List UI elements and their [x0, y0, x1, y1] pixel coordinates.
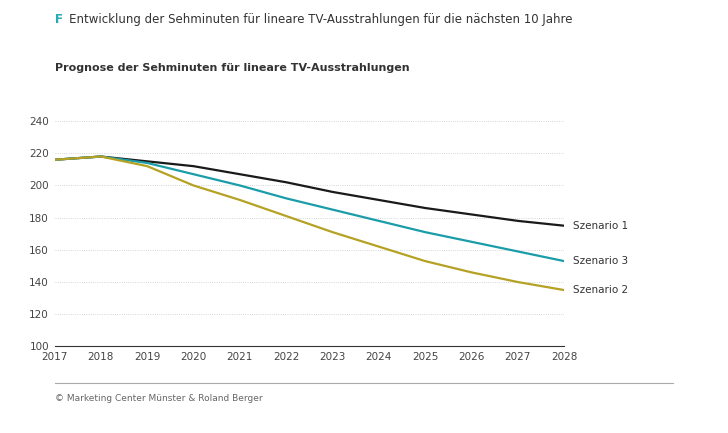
- Text: © Marketing Center Münster & Roland Berger: © Marketing Center Münster & Roland Berg…: [55, 394, 262, 403]
- Text: Szenario 1: Szenario 1: [574, 221, 628, 231]
- Text: F: F: [55, 13, 63, 26]
- Text: Prognose der Sehminuten für lineare TV-Ausstrahlungen: Prognose der Sehminuten für lineare TV-A…: [55, 63, 409, 73]
- Text: Szenario 2: Szenario 2: [574, 285, 628, 295]
- Text: Szenario 3: Szenario 3: [574, 256, 628, 266]
- Text: F  Entwicklung der Sehminuten für lineare TV-Ausstrahlungen für die nächsten 10 : F Entwicklung der Sehminuten für lineare…: [55, 13, 572, 26]
